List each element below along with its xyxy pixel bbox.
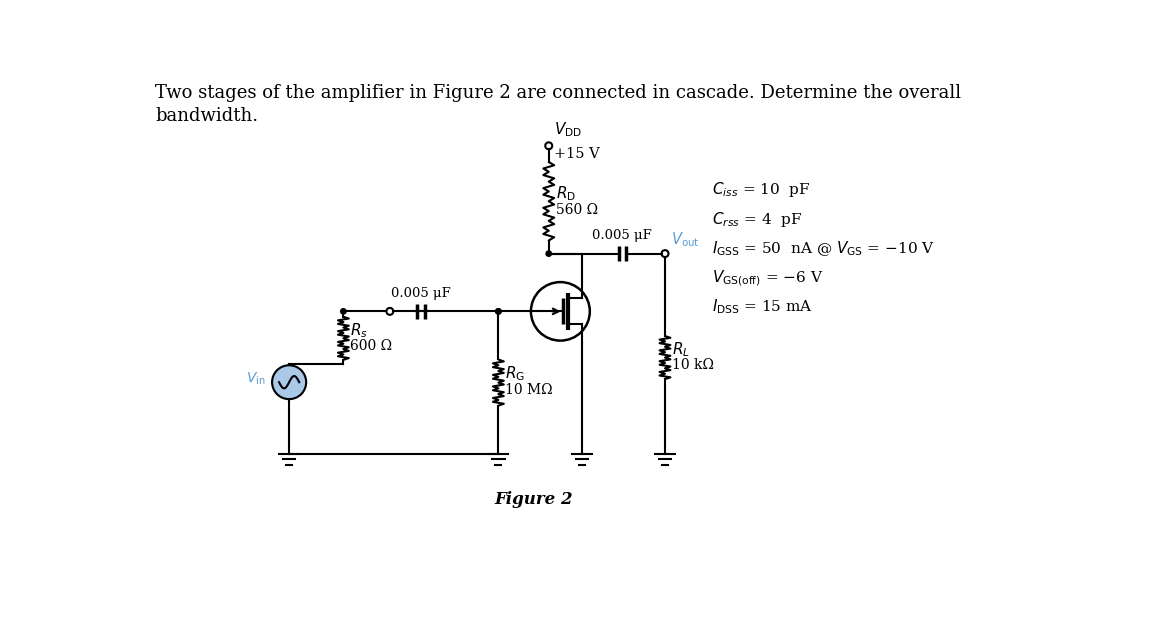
Text: $R_{\mathrm{G}}$: $R_{\mathrm{G}}$ [505,364,526,383]
Text: $C_{iss}$ = 10  pF: $C_{iss}$ = 10 pF [711,180,810,200]
Text: $V_{\mathrm{in}}$: $V_{\mathrm{in}}$ [246,370,266,386]
Text: $V_{\mathrm{out}}$: $V_{\mathrm{out}}$ [672,231,700,249]
Text: 10 MΩ: 10 MΩ [505,383,553,397]
Text: Figure 2: Figure 2 [494,491,573,507]
Text: Two stages of the amplifier in Figure 2 are connected in cascade. Determine the : Two stages of the amplifier in Figure 2 … [155,84,961,102]
Text: 0.005 μF: 0.005 μF [592,229,652,242]
Text: 0.005 μF: 0.005 μF [391,287,451,300]
Circle shape [496,308,501,314]
Text: $R_L$: $R_L$ [672,341,690,359]
Text: $V_{\mathrm{GS(off)}}$ = −6 V: $V_{\mathrm{GS(off)}}$ = −6 V [711,269,823,288]
Circle shape [546,251,552,256]
Text: $I_{\mathrm{GSS}}$ = 50  nA @ $V_{\mathrm{GS}}$ = −10 V: $I_{\mathrm{GSS}}$ = 50 nA @ $V_{\mathrm… [711,239,934,258]
Circle shape [496,308,501,314]
Text: 10 kΩ: 10 kΩ [672,358,714,372]
Text: $V_{\mathrm{DD}}$: $V_{\mathrm{DD}}$ [554,120,582,139]
Text: +15 V: +15 V [554,147,600,160]
Text: $C_{rss}$ = 4  pF: $C_{rss}$ = 4 pF [711,210,801,229]
Text: 600 Ω: 600 Ω [350,339,393,353]
Text: 560 Ω: 560 Ω [556,204,598,218]
Text: $I_{\mathrm{DSS}}$ = 15 mA: $I_{\mathrm{DSS}}$ = 15 mA [711,298,813,316]
Text: $R_{\mathrm{D}}$: $R_{\mathrm{D}}$ [556,184,576,203]
Text: $R_s$: $R_s$ [350,321,368,340]
Circle shape [340,308,346,314]
Text: bandwidth.: bandwidth. [155,108,258,126]
Circle shape [272,365,307,399]
